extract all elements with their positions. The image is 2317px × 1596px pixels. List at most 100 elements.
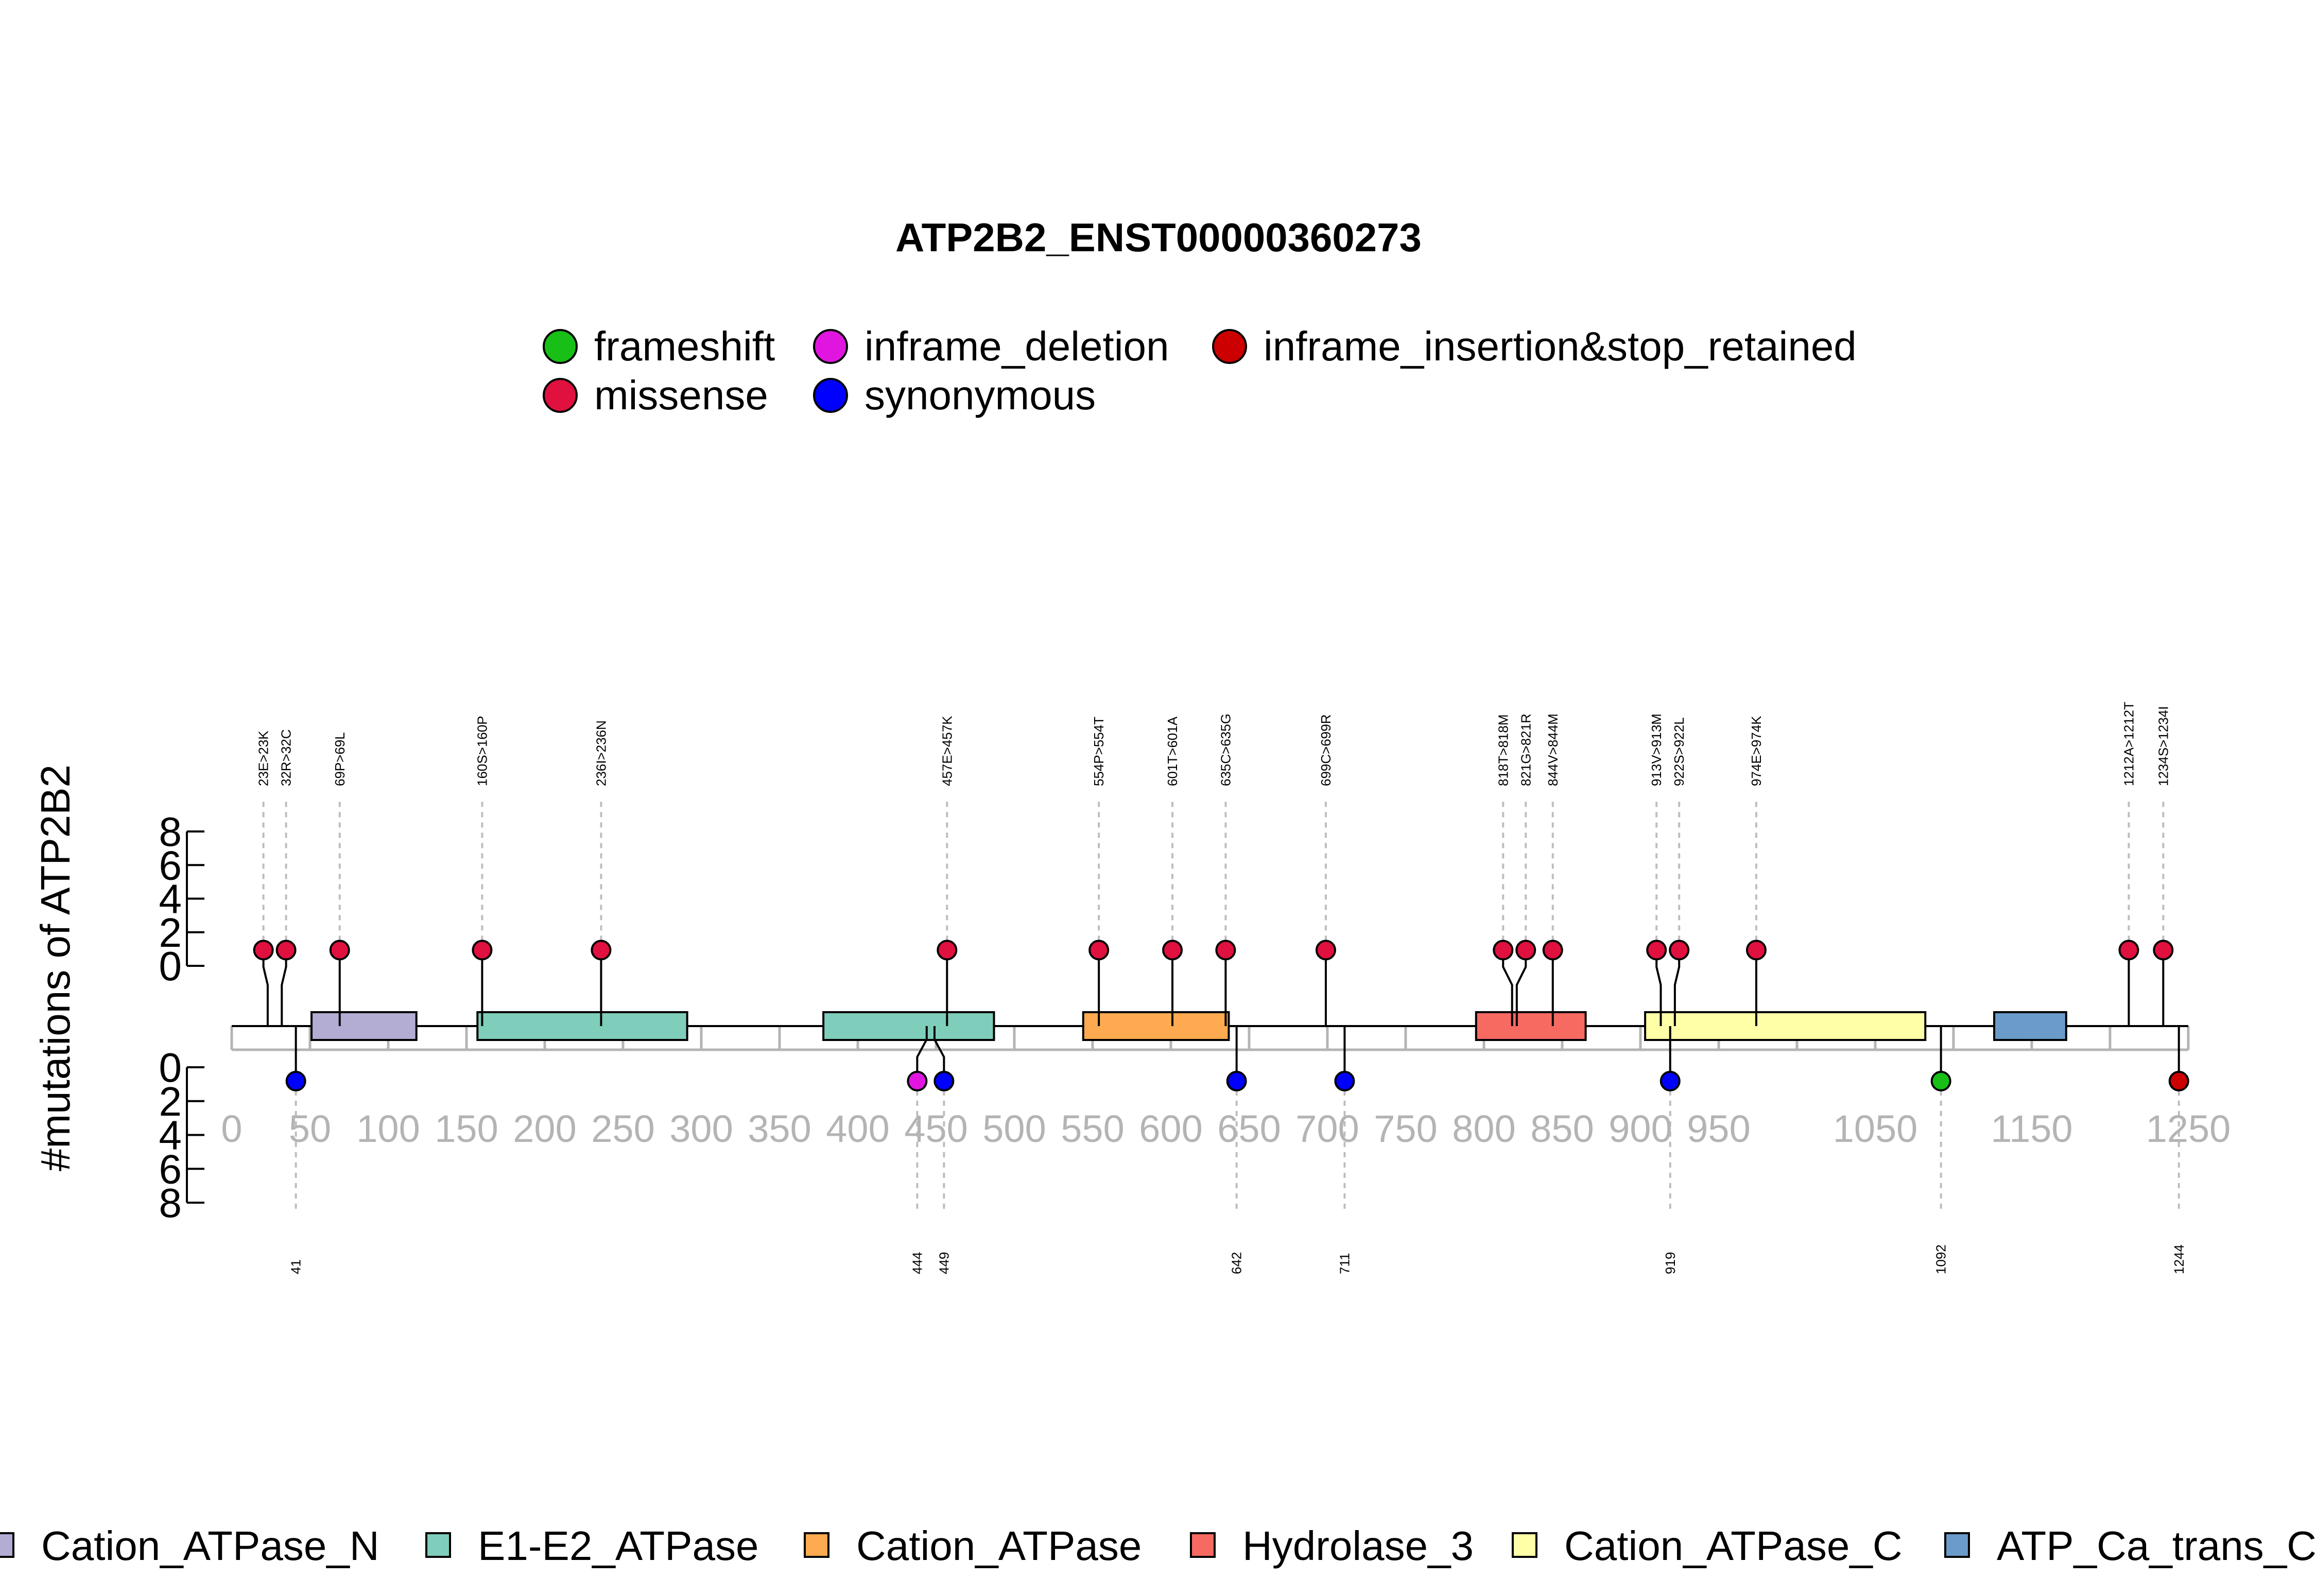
mutation-label: 974E>974K — [1749, 716, 1764, 786]
y-tick-label-top: 8 — [159, 809, 182, 855]
legend-label-inframe_deletion: inframe_deletion — [864, 323, 1169, 369]
mutation-label: 1234S>1234I — [2155, 706, 2171, 786]
position-label: 1244 — [2171, 1244, 2187, 1274]
domain-legend-swatch — [804, 1532, 829, 1558]
y-tick-label-top: 2 — [159, 910, 182, 956]
domain-legend-swatch — [0, 1532, 14, 1558]
lollipop-head-missense — [329, 940, 350, 961]
position-label: 449 — [936, 1252, 952, 1274]
y-tick-label-bottom: 0 — [159, 1045, 182, 1090]
mutation-label: 699C>699R — [1318, 715, 1334, 787]
lollipop-head-synonymous — [285, 1070, 306, 1091]
domain-Cation_ATPase — [1082, 1011, 1230, 1041]
domain-legend-label: E1-E2_ATPase — [478, 1523, 758, 1569]
x-tick-label: 0 — [221, 1107, 242, 1150]
mutation-label: 635C>635G — [1218, 714, 1233, 786]
domain-legend-label: ATP_Ca_trans_C — [1997, 1523, 2316, 1569]
lollipop-head-synonymous — [933, 1070, 955, 1091]
lollipop-head-missense — [1515, 940, 1536, 961]
y-tick-label-top: 0 — [159, 943, 182, 989]
domain-legend: Cation_ATPase_N E1-E2_ATPase Cation_ATPase… — [0, 1523, 2316, 1569]
lollipop-head-missense — [1669, 940, 1690, 961]
legend-label-frameshift: frameshift — [594, 323, 775, 369]
legend-marker-inframe_deletion — [813, 329, 848, 364]
domain-ATP_Ca_trans_C — [1993, 1011, 2067, 1041]
mutation-label: 236I>236N — [593, 720, 609, 786]
x-tick-label: 350 — [748, 1107, 811, 1150]
position-label: 1092 — [1933, 1244, 1949, 1274]
x-tick-label: 550 — [1061, 1107, 1124, 1150]
lollipop-head-missense — [2153, 940, 2174, 961]
position-label: 41 — [288, 1259, 304, 1274]
y-axis-label: #mutations of ATP2B2 — [32, 765, 78, 1171]
mutation-label: 554P>554T — [1091, 717, 1106, 786]
lollipop-head-missense — [1088, 940, 1110, 961]
mutation-label: 818T>818M — [1495, 715, 1511, 786]
position-label: 919 — [1663, 1252, 1678, 1274]
x-tick-label: 900 — [1609, 1107, 1672, 1150]
domain-legend-label: Hydrolase_3 — [1242, 1523, 1474, 1569]
domain-Cation_ATPase_C — [1644, 1011, 1927, 1041]
mutation-label: 160S>160P — [474, 716, 490, 786]
legend-label-synonymous: synonymous — [864, 372, 1096, 418]
x-tick-label: 1050 — [1833, 1107, 1918, 1150]
y-tick-label-bottom: 6 — [159, 1146, 182, 1192]
mutation-label: 821G>821R — [1518, 714, 1533, 786]
legend-label-missense: missense — [594, 372, 768, 418]
y-tick-label-bottom: 8 — [159, 1180, 182, 1226]
domain-legend-label: Cation_ATPase — [856, 1523, 1142, 1569]
domain-E1-E2_ATPase — [822, 1011, 995, 1041]
legend-marker-inframe_insertion&stop_retained — [1212, 329, 1247, 364]
mutation-label: 457E>457K — [939, 716, 955, 786]
lollipop-head-missense — [1542, 940, 1563, 961]
protein-track — [232, 1011, 2188, 1041]
x-tick-label: 950 — [1687, 1107, 1750, 1150]
lollipop-stem-bottom — [933, 1026, 945, 1081]
x-tick-label: 250 — [591, 1107, 654, 1150]
y-tick-label-top: 6 — [159, 842, 182, 888]
lollipop-stem — [262, 950, 269, 1026]
mutation-type-legend: frameshift inframe_deletion inframe_insert… — [543, 323, 1857, 418]
mutation-label: 844V>844M — [1545, 714, 1561, 786]
y-tick-label-bottom: 2 — [159, 1079, 182, 1124]
mutation-label: 1212A>1212T — [2121, 702, 2136, 786]
legend-marker-frameshift — [543, 329, 578, 364]
mutation-label: 69P>69L — [332, 732, 348, 786]
lollipops-top: 23E>23K 32R>32C 69P>69L 160S>160P 236I>236N 4… — [253, 702, 2174, 1026]
x-tick-label: 600 — [1139, 1107, 1202, 1150]
x-tick-label: 800 — [1452, 1107, 1515, 1150]
lollipop-head-synonymous — [1226, 1070, 1247, 1091]
domain-legend-swatch — [1512, 1532, 1537, 1558]
lollipop-head-frameshift — [1930, 1070, 1951, 1091]
position-label: 642 — [1229, 1252, 1244, 1274]
position-label: 711 — [1337, 1253, 1352, 1274]
mutation-label: 601T>601A — [1165, 716, 1180, 786]
domain-legend-swatch — [425, 1532, 451, 1558]
domain-Cation_ATPase_N — [310, 1011, 418, 1041]
lollipop-head-missense — [1646, 940, 1667, 961]
lollipop-head-missense — [1315, 940, 1336, 961]
x-tick-label: 750 — [1374, 1107, 1437, 1150]
lollipop-head-synonymous — [1659, 1070, 1681, 1091]
y-tick-label-top: 4 — [159, 876, 182, 922]
legend-marker-missense — [543, 378, 578, 413]
lollipop-head-missense — [2118, 940, 2139, 961]
lollipop-stem — [281, 950, 287, 1026]
lollipops-bottom: 41 444 449 642 711 919 1092 1244 — [285, 1026, 2189, 1274]
lollipop-head-missense — [253, 940, 274, 961]
domain-legend-swatch — [1944, 1532, 1970, 1558]
x-tick-label: 400 — [826, 1107, 889, 1150]
lollipop-head-inframe_deletion — [907, 1070, 928, 1091]
domain-legend-label: Cation_ATPase_N — [41, 1523, 379, 1569]
lollipop-head-missense — [1215, 940, 1236, 961]
domain-legend-swatch — [1190, 1532, 1216, 1558]
lollipop-head-missense — [275, 940, 297, 961]
mutation-label: 32R>32C — [279, 729, 294, 786]
guide-lines — [262, 801, 2180, 1210]
y-tick-label-bottom: 4 — [159, 1113, 182, 1158]
mutation-label: 913V>913M — [1649, 714, 1664, 786]
x-tick-label: 50 — [289, 1107, 331, 1150]
lollipop-head-missense — [1162, 940, 1183, 961]
